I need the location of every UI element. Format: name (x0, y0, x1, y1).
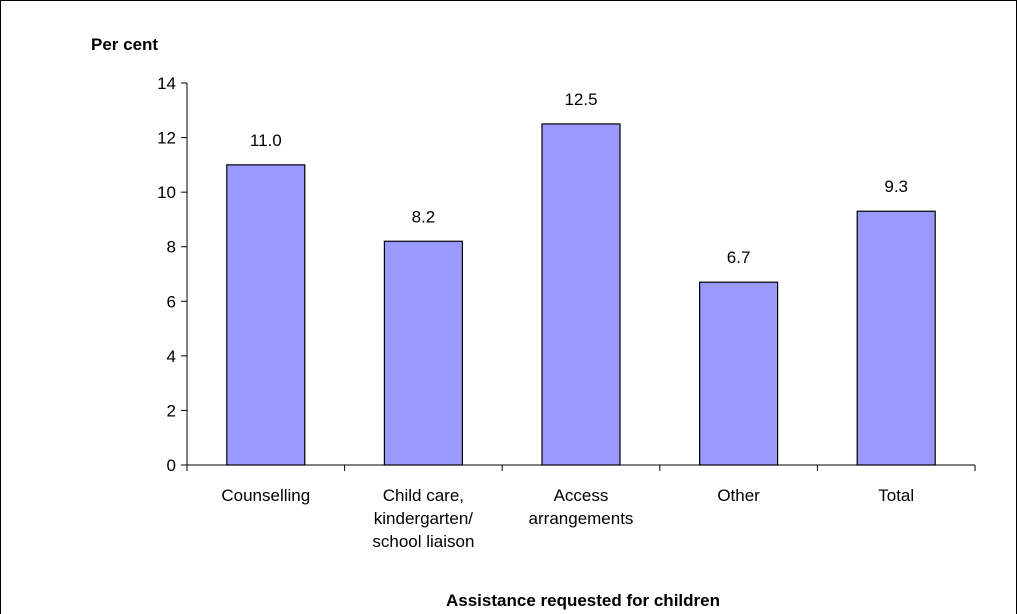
bar (383, 240, 463, 466)
y-tick-label: 12 (157, 129, 176, 148)
y-tick-label: 6 (167, 292, 176, 311)
y-axis-title: Per cent (91, 35, 158, 54)
x-category-label: Access (554, 486, 609, 505)
y-tick-label: 10 (157, 183, 176, 202)
bar (698, 281, 779, 466)
x-category-label: Other (717, 486, 760, 505)
x-category-label: Total (878, 486, 914, 505)
y-tick-label: 14 (157, 74, 176, 93)
bar (226, 164, 306, 466)
data-label: 8.2 (412, 207, 436, 226)
data-label: 11.0 (250, 131, 282, 150)
plot-area: 0 2 4 6 8 10 12 14 11.0 Counselling 8.2 Child care,… (157, 74, 976, 551)
data-label: 6.7 (727, 248, 751, 267)
y-tick-label: 8 (167, 238, 176, 257)
x-category-label: kindergarten/ (374, 509, 474, 528)
x-axis-title: Assistance requested for children (446, 591, 720, 610)
y-tick-label: 4 (167, 347, 176, 366)
data-label: 9.3 (884, 177, 908, 196)
y-tick-label: 2 (167, 401, 176, 420)
x-category-label: arrangements (529, 509, 634, 528)
y-tick-label: 0 (167, 456, 176, 475)
data-label: 12.5 (564, 90, 597, 109)
bar (856, 210, 936, 466)
x-category-label: school liaison (372, 532, 474, 551)
bar (541, 123, 621, 466)
x-category-label: Counselling (221, 486, 310, 505)
x-category-label: Child care, (383, 486, 464, 505)
